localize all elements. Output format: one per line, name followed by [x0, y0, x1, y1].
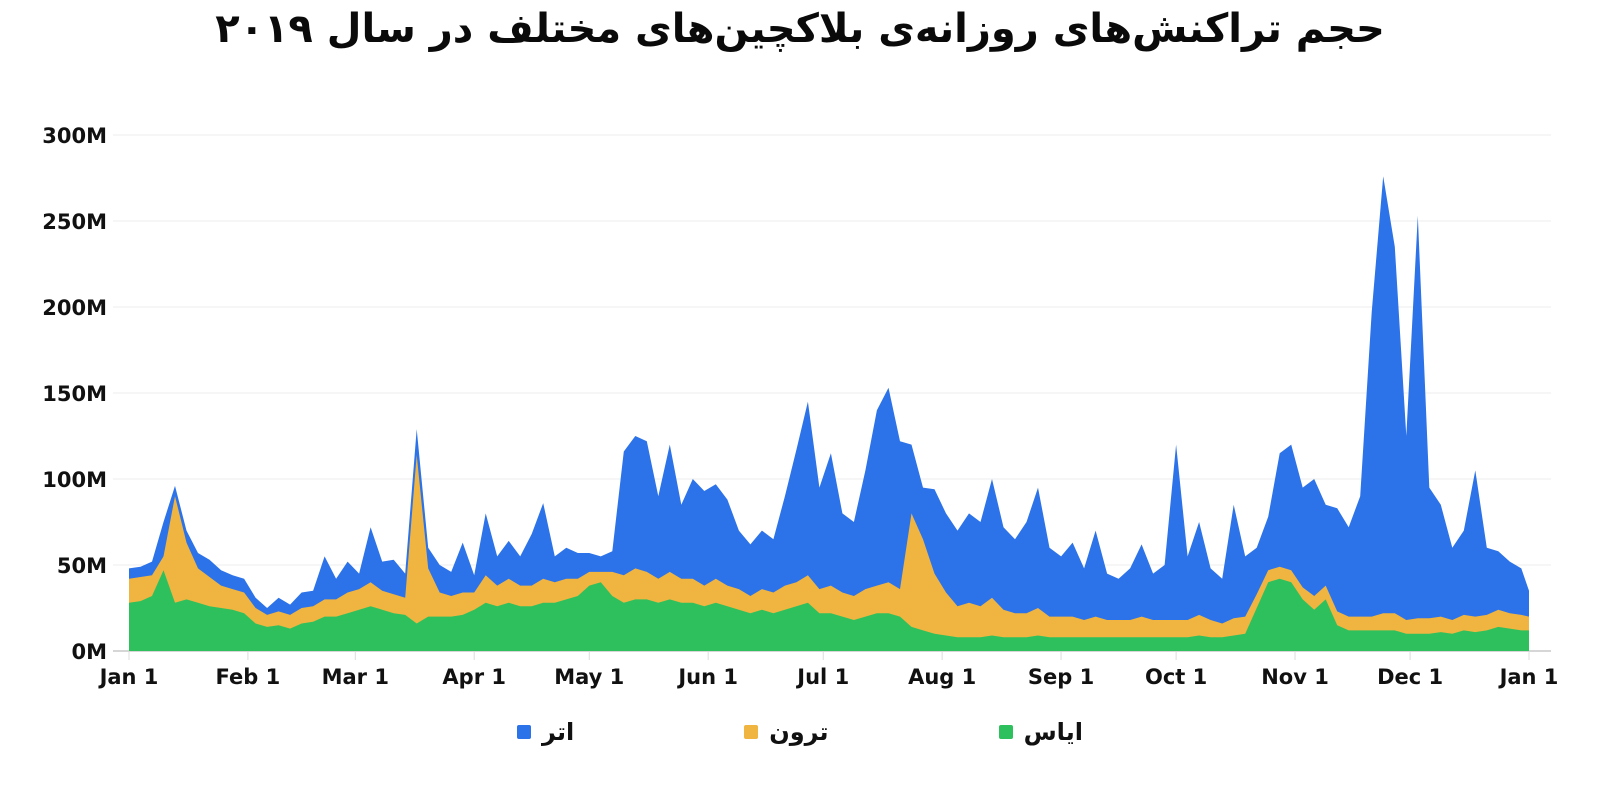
area-series-0: [129, 570, 1529, 651]
x-axis-tick-label: Sep 1: [1028, 665, 1094, 689]
ether-swatch-icon: [517, 725, 532, 739]
area-series-2: [129, 176, 1529, 652]
x-axis-tick-label: Nov 1: [1261, 665, 1329, 689]
x-axis-tick-label: Aug 1: [908, 665, 976, 689]
x-axis-tick-label: May 1: [554, 665, 624, 689]
y-axis-tick-label: 300M: [42, 124, 107, 148]
x-axis-tick-label: Feb 1: [216, 665, 281, 689]
x-axis-tick-label: Jun 1: [676, 665, 738, 689]
y-axis-tick-label: 0M: [71, 640, 107, 664]
area-series-1: [129, 454, 1529, 651]
page-title: حجم تراکنش‌های روزانه‌ی بلاکچین‌های مختل…: [215, 6, 1385, 52]
legend-label-tron: ترون: [769, 718, 829, 746]
legend-label-eos: ایاس: [1023, 718, 1083, 746]
y-axis-tick-label: 100M: [42, 468, 107, 492]
x-axis-tick-label: Dec 1: [1377, 665, 1443, 689]
x-axis-tick-label: Jan 1: [98, 665, 159, 689]
legend-label-ether: اتر: [542, 718, 575, 746]
tron-swatch-icon: [744, 725, 759, 739]
x-axis-tick-label: Apr 1: [442, 665, 506, 689]
legend-item-ether[interactable]: اتر: [517, 720, 574, 744]
y-axis-tick-label: 200M: [42, 296, 107, 320]
legend-item-eos[interactable]: ایاس: [998, 718, 1083, 746]
y-axis-tick-label: 250M: [42, 210, 107, 234]
eos-swatch-icon: [998, 725, 1013, 739]
x-axis-tick-label: Mar 1: [322, 665, 389, 689]
x-axis-tick-label: Jul 1: [795, 665, 849, 689]
legend-item-tron[interactable]: ترون: [744, 718, 829, 746]
x-axis-tick-label: Jan 1: [1498, 665, 1559, 689]
chart-legend: اتر ترون ایاس: [0, 720, 1600, 744]
y-axis-tick-label: 50M: [57, 554, 107, 578]
y-axis-tick-label: 150M: [42, 382, 107, 406]
x-axis-tick-label: Oct 1: [1145, 665, 1207, 689]
